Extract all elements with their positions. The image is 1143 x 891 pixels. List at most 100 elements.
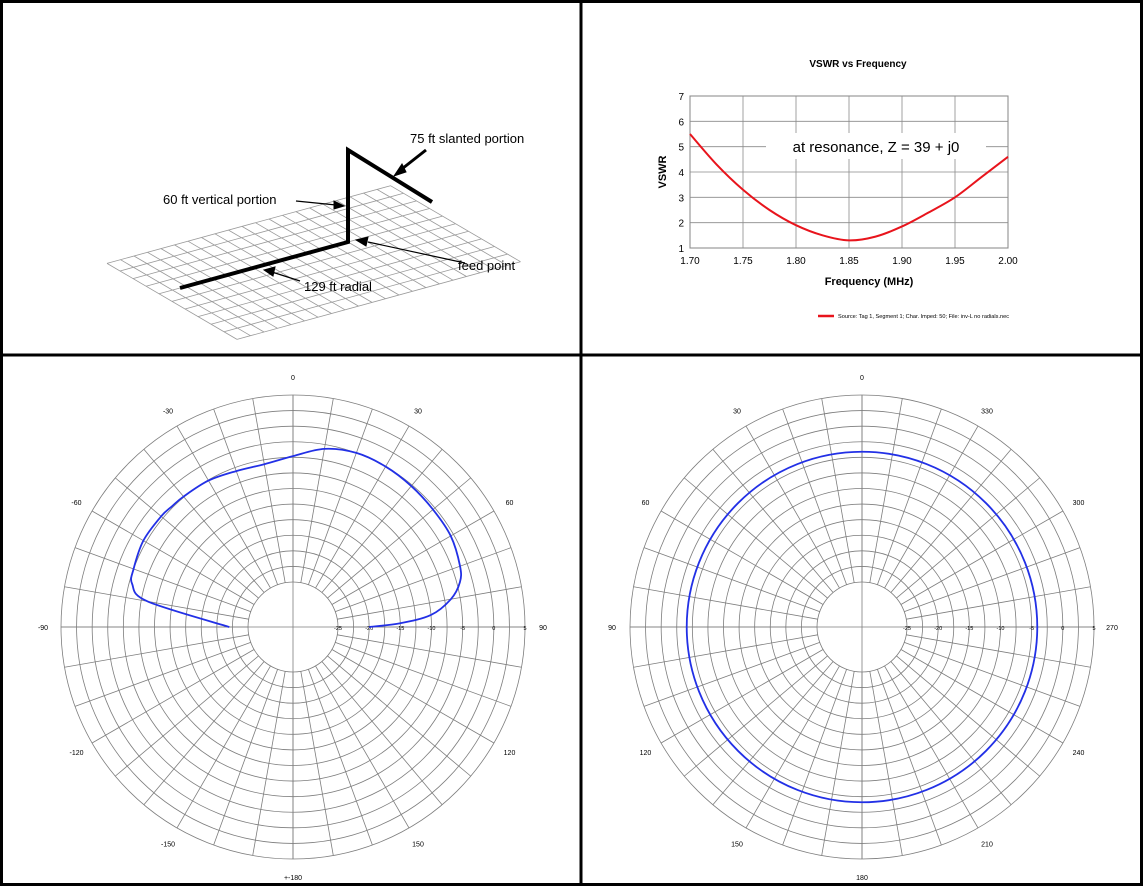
polar-angle-label: 150 xyxy=(731,842,743,849)
polar-spoke xyxy=(782,669,847,846)
vswr-y-ticks: 1 2 3 4 5 6 7 xyxy=(678,92,684,255)
polar-angle-label: 240 xyxy=(1073,750,1085,757)
polar-spoke xyxy=(877,408,942,585)
vswr-x-label: Frequency (MHz) xyxy=(825,276,914,288)
polar-spoke xyxy=(115,477,259,599)
ground-grid-line xyxy=(363,192,494,270)
vswr-y-tick-label: 4 xyxy=(678,168,684,179)
antenna-wire xyxy=(179,146,434,290)
ground-grid-line xyxy=(228,229,359,307)
ground-grid-line xyxy=(147,251,278,329)
polar-spoke xyxy=(331,649,495,744)
feed-arrow-head xyxy=(354,236,369,247)
polar-spoke xyxy=(869,398,903,583)
polar-spoke xyxy=(633,586,818,620)
vswr-y-tick-label: 7 xyxy=(678,92,684,103)
polar-spoke xyxy=(633,634,818,668)
polar-spoke xyxy=(213,408,278,585)
polar-spoke xyxy=(337,634,522,668)
polar-radial-label: -20 xyxy=(365,626,373,632)
polar-spoke xyxy=(331,510,495,605)
vswr-x-tick-label: 1.70 xyxy=(680,256,700,267)
ground-grid-line xyxy=(236,261,521,340)
polar-angle-label: 60 xyxy=(506,500,514,507)
polar-spoke xyxy=(712,449,834,593)
polar-spoke xyxy=(896,477,1040,599)
polar-angle-label: +-180 xyxy=(284,875,302,882)
polar-pattern-right: 0 330 300 270 240 210 180 150 120 90 60 30 -25 -20 -15… xyxy=(608,375,1118,882)
resonance-annotation: at resonance, Z = 39 + j0 xyxy=(793,139,960,156)
polar-angle-label: 120 xyxy=(504,750,516,757)
polar-angle-label: -120 xyxy=(69,750,83,757)
polar-spoke xyxy=(252,671,286,856)
ground-grid-line xyxy=(119,192,404,272)
polar-spoke xyxy=(321,449,443,593)
polar-angle-label: 150 xyxy=(412,842,424,849)
polar-spoke xyxy=(890,449,1012,593)
ground-grid-line xyxy=(282,214,413,292)
ground-grid-line xyxy=(132,200,417,279)
ground-grid-line xyxy=(106,185,391,264)
polar-spoke xyxy=(115,655,259,777)
ground-grid-line xyxy=(322,203,454,281)
ground-grid-line xyxy=(145,208,430,287)
ground-grid-line xyxy=(295,211,427,288)
polar-spoke xyxy=(337,586,522,620)
polar-spoke xyxy=(143,661,265,805)
vswr-y-tick-label: 1 xyxy=(678,244,684,255)
antenna-diagram: 75 ft slanted portion 60 ft vertical por… xyxy=(106,131,524,340)
polar-radial-label: 0 xyxy=(1061,626,1064,632)
vswr-y-tick-label: 5 xyxy=(678,143,684,154)
ground-grid-line xyxy=(197,238,482,317)
polar-spoke xyxy=(900,649,1064,744)
label-slanted-portion: 75 ft slanted portion xyxy=(410,131,524,146)
polar-spoke xyxy=(252,398,286,583)
polar-spoke xyxy=(300,671,334,856)
ground-grid-line xyxy=(336,200,467,277)
polar-spoke xyxy=(906,586,1091,620)
polar-radial-label: -5 xyxy=(1029,626,1034,632)
polar-angle-label: -90 xyxy=(38,625,48,632)
polar-spoke xyxy=(300,398,334,583)
polar-spoke xyxy=(684,655,828,777)
polar-spoke xyxy=(643,547,820,612)
polar-spoke xyxy=(143,449,265,593)
polar-spoke xyxy=(213,669,278,846)
polar-radial-label: -25 xyxy=(903,626,911,632)
feed-arrow-line xyxy=(367,241,466,264)
polar-spoke xyxy=(91,649,255,744)
vswr-y-tick-label: 2 xyxy=(678,219,684,230)
ground-grid-line xyxy=(174,244,305,322)
polar-spoke xyxy=(684,477,828,599)
polar-spoke xyxy=(884,425,979,589)
ground-grid-line xyxy=(268,218,400,296)
polar-pattern-curve xyxy=(685,450,1039,804)
polar-angle-label: 270 xyxy=(1106,625,1118,632)
polar-angle-label: -30 xyxy=(163,408,173,415)
vertical-arrow-head xyxy=(333,200,346,210)
vswr-x-tick-label: 2.00 xyxy=(998,256,1018,267)
polar-angle-label: 30 xyxy=(733,408,741,415)
label-feed-point: feed point xyxy=(458,258,515,273)
polar-spoke xyxy=(906,634,1091,668)
vswr-series-line xyxy=(689,133,1009,242)
label-radial: 129 ft radial xyxy=(304,279,372,294)
polar-radial-label: -10 xyxy=(997,626,1005,632)
ground-grid-line xyxy=(171,223,456,302)
polar-spoke xyxy=(896,655,1040,777)
polar-spoke xyxy=(782,408,847,585)
polar-radial-label: -20 xyxy=(934,626,942,632)
polar-spoke xyxy=(321,661,443,805)
vswr-x-ticks: 1.70 1.75 1.80 1.85 1.90 1.95 2.00 xyxy=(680,256,1018,267)
ground-grid-line xyxy=(201,237,332,314)
ground-grid-line xyxy=(214,233,346,311)
polar-spoke xyxy=(877,669,942,846)
radial-arrow-head xyxy=(262,266,276,277)
polar-spoke xyxy=(660,649,824,744)
label-vertical-portion: 60 ft vertical portion xyxy=(163,192,276,207)
polar-spoke xyxy=(315,425,410,589)
vswr-y-tick-label: 6 xyxy=(678,117,684,128)
